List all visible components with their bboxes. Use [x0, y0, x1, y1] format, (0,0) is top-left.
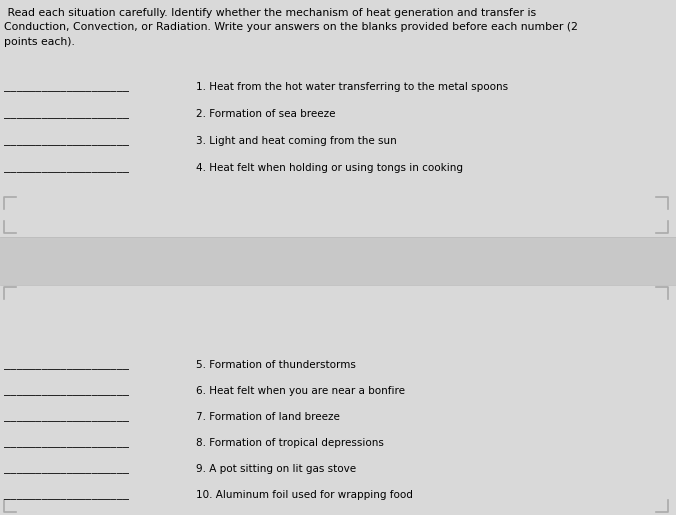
- Bar: [0, 285, 676, 515]
- Bar: [0, 237, 676, 285]
- Text: Read each situation carefully. Identify whether the mechanism of heat generation: Read each situation carefully. Identify …: [4, 8, 578, 47]
- Bar: [0, 0, 676, 237]
- Text: 8. Formation of tropical depressions: 8. Formation of tropical depressions: [196, 438, 384, 448]
- Text: ____________________: ____________________: [4, 136, 129, 146]
- Text: 5. Formation of thunderstorms: 5. Formation of thunderstorms: [196, 360, 356, 370]
- Text: 9. A pot sitting on lit gas stove: 9. A pot sitting on lit gas stove: [196, 464, 356, 474]
- Text: ____________________: ____________________: [4, 490, 129, 500]
- Text: 4. Heat felt when holding or using tongs in cooking: 4. Heat felt when holding or using tongs…: [196, 163, 463, 173]
- Text: ____________________: ____________________: [4, 438, 129, 448]
- Text: 2. Formation of sea breeze: 2. Formation of sea breeze: [196, 109, 335, 119]
- Text: 7. Formation of land breeze: 7. Formation of land breeze: [196, 412, 340, 422]
- Text: ____________________: ____________________: [4, 360, 129, 370]
- Text: ____________________: ____________________: [4, 464, 129, 474]
- Text: ____________________: ____________________: [4, 82, 129, 92]
- Text: 3. Light and heat coming from the sun: 3. Light and heat coming from the sun: [196, 136, 397, 146]
- Text: 1. Heat from the hot water transferring to the metal spoons: 1. Heat from the hot water transferring …: [196, 82, 508, 92]
- Text: ____________________: ____________________: [4, 163, 129, 173]
- Text: 6. Heat felt when you are near a bonfire: 6. Heat felt when you are near a bonfire: [196, 386, 405, 396]
- Text: ____________________: ____________________: [4, 386, 129, 396]
- Text: 10. Aluminum foil used for wrapping food: 10. Aluminum foil used for wrapping food: [196, 490, 413, 500]
- Text: ____________________: ____________________: [4, 109, 129, 119]
- Text: ____________________: ____________________: [4, 412, 129, 422]
